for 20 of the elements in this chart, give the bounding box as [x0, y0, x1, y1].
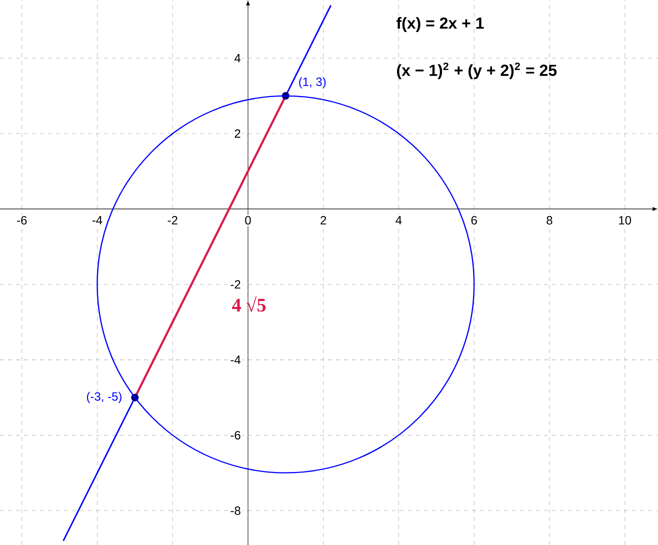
y-tick-label: -4	[230, 356, 241, 364]
x-tick-label: -6	[17, 216, 27, 225]
x-tick-label: 8	[546, 216, 552, 225]
annotation: f(x) = 2x + 1	[396, 17, 484, 32]
x-tick-label: 10	[619, 216, 632, 225]
y-tick-label: -8	[230, 506, 240, 515]
y-tick-label: -6	[230, 430, 240, 440]
y-tick-label: 2	[234, 129, 240, 138]
annotation: 4 √5	[232, 296, 266, 312]
y-tick-label: -2	[230, 280, 240, 289]
annotation: (1, 3)	[299, 77, 326, 88]
annotation: (-3, -5)	[86, 392, 122, 404]
annotation: (x − 1)$^{2}$ + (y + 2)$^{2}$ = 25	[397, 62, 557, 80]
x-tick-label: -4	[92, 216, 102, 224]
x-tick-label: 0	[245, 216, 251, 225]
y-tick-label: 4	[234, 54, 241, 62]
x-tick-label: -2	[168, 216, 178, 224]
x-tick-label: 2	[320, 216, 326, 224]
x-tick-label: 6	[471, 216, 477, 225]
x-tick-label: 4	[396, 216, 402, 224]
